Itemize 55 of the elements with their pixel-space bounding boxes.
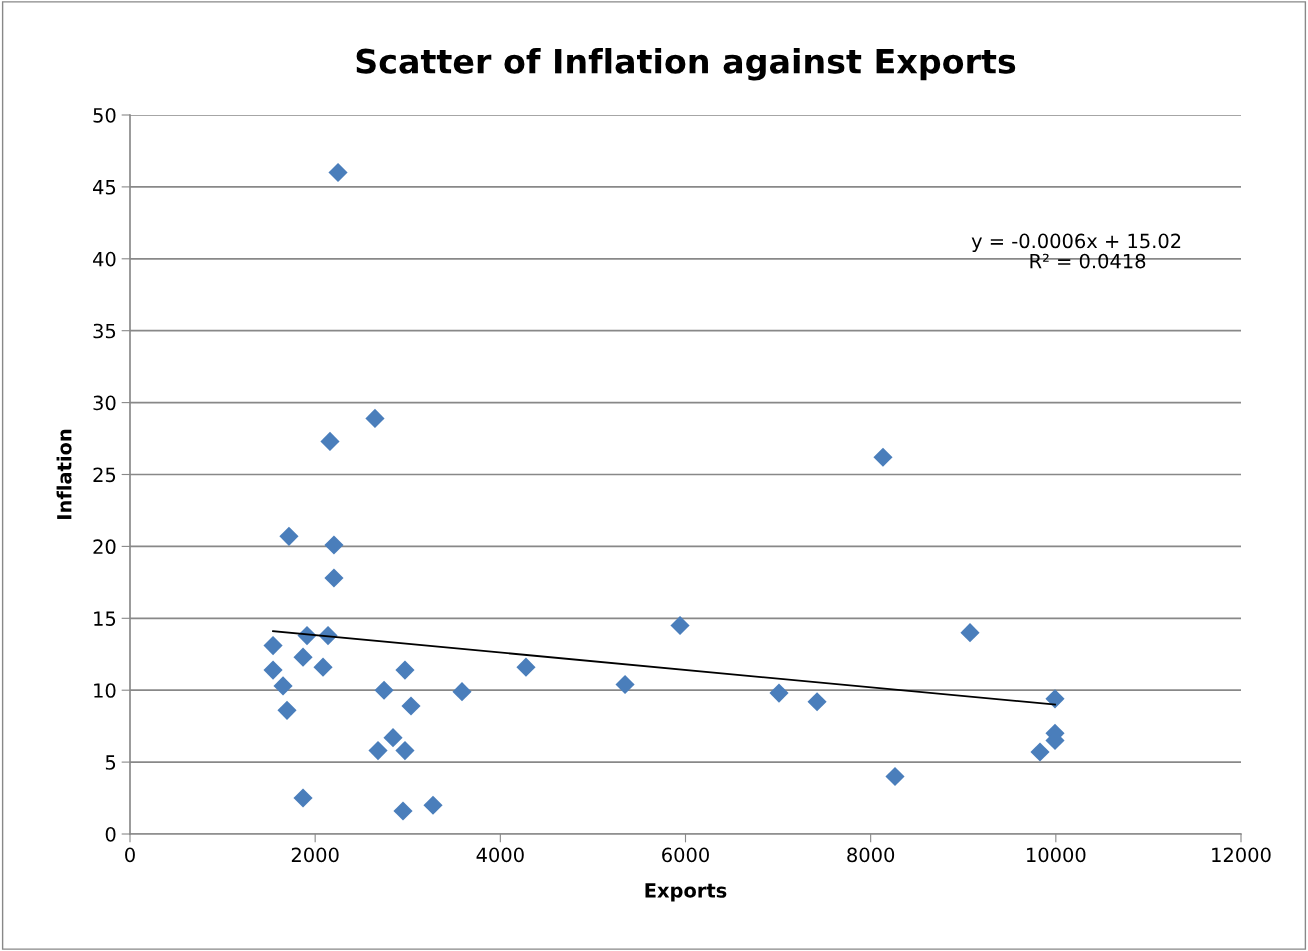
point: [313, 657, 333, 677]
point: [324, 535, 344, 555]
x-tick-label: 8000: [847, 847, 895, 863]
x-axis-title: Exports: [645, 883, 727, 902]
x-tick-label: 12000: [1212, 847, 1271, 863]
point: [393, 801, 413, 821]
y-tick-label: 50: [93, 107, 116, 123]
point: [960, 623, 980, 643]
point: [320, 431, 340, 451]
point: [277, 700, 297, 720]
point: [1030, 742, 1050, 762]
y-tick-label: 15: [94, 611, 116, 626]
point: [368, 741, 388, 761]
point: [293, 788, 313, 808]
point: [885, 766, 905, 787]
point: [873, 447, 893, 467]
point: [328, 162, 348, 183]
x-tick-label: 0: [125, 847, 135, 863]
point: [807, 692, 827, 712]
point: [401, 696, 421, 716]
y-axis-title: Inflation: [56, 429, 72, 519]
chart-title: Scatter of Inflation against Exports: [356, 48, 1016, 81]
point: [615, 674, 635, 695]
x-tick-label: 6000: [662, 847, 709, 863]
point: [423, 795, 443, 815]
point: [516, 657, 536, 677]
annotation: y = -0.0006x + 15.02: [971, 233, 1181, 253]
x-tick-label: 4000: [476, 847, 524, 863]
point: [365, 408, 385, 428]
y-tick-label: 20: [93, 539, 116, 555]
point: [263, 660, 283, 680]
y-tick-label: 30: [93, 395, 116, 411]
y-tick-label: 5: [105, 755, 116, 770]
point: [273, 676, 293, 696]
point: [395, 660, 415, 680]
x-tick-label: 10000: [1027, 847, 1086, 863]
point: [452, 682, 472, 702]
annotation: R² = 0.0418: [1030, 253, 1146, 269]
point: [395, 741, 415, 761]
y-tick-label: 10: [94, 683, 116, 698]
y-tick-label: 45: [93, 180, 116, 195]
point: [1045, 689, 1065, 709]
y-tick-label: 35: [93, 323, 116, 339]
point: [293, 647, 313, 667]
point: [263, 636, 283, 656]
point: [383, 728, 403, 748]
x-tick-label: 2000: [291, 847, 339, 863]
point: [324, 568, 344, 588]
point: [279, 526, 299, 546]
y-tick-label: 0: [105, 826, 116, 842]
point: [769, 683, 789, 703]
point: [374, 680, 394, 700]
point: [670, 615, 690, 636]
y-tick-label: 40: [93, 251, 116, 267]
y-tick-label: 25: [93, 467, 116, 483]
